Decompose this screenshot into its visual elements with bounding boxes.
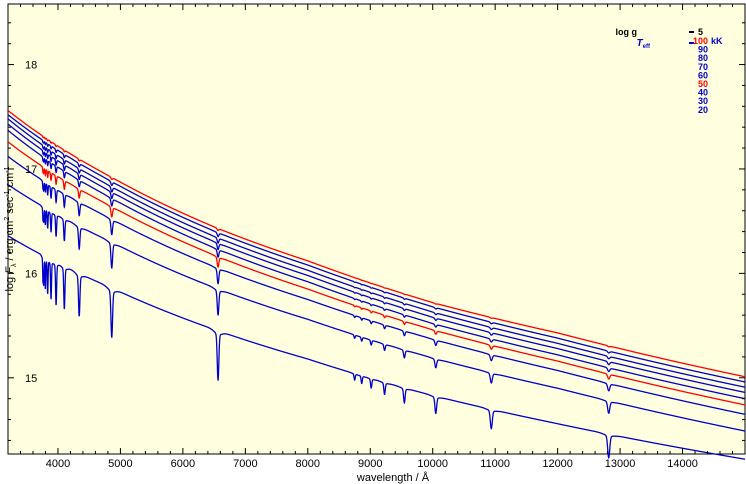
x-axis-title: wavelength / Å	[356, 471, 430, 484]
y-axis-title: log Fλ / erg cm2 sec-1 cm-1	[4, 166, 18, 291]
x-tick-label: 14000	[667, 458, 698, 470]
x-tick-label: 6000	[171, 458, 195, 470]
legend-teff-label: Teff	[637, 38, 651, 50]
plot-background	[7, 3, 746, 455]
spectrum-30kK	[7, 184, 746, 432]
legend-entry-80: 80	[698, 53, 708, 63]
legend-entry-30: 30	[698, 96, 708, 106]
x-tick-label: 12000	[542, 458, 573, 470]
y-tick-label: 15	[25, 373, 37, 385]
legend-unit: kK	[711, 36, 723, 46]
y-tick-label: 18	[25, 60, 37, 72]
legend-entry-20: 20	[698, 105, 708, 115]
x-tick-label: 4000	[46, 458, 70, 470]
x-tick-label: 8000	[296, 458, 320, 470]
x-tick-label: 5000	[108, 458, 132, 470]
y-tick-label: 16	[25, 268, 37, 280]
spectrum-70kK	[7, 123, 746, 394]
legend-entry-100: 100	[693, 36, 708, 46]
legend-entry-90: 90	[698, 45, 708, 55]
spectrum-80kK	[7, 118, 746, 388]
y-axis: 15 16 17 18	[8, 22, 745, 441]
x-tick-label: 7000	[233, 458, 257, 470]
legend-logg-value: 5	[698, 27, 703, 37]
spectrum-100kK	[7, 110, 746, 378]
y-tick-label: 17	[25, 164, 37, 176]
legend-entry-60: 60	[698, 70, 708, 80]
spectra-group	[7, 110, 746, 460]
spectrum-60kK	[7, 129, 746, 400]
x-tick-label: 10000	[417, 458, 448, 470]
spectrum-50kK	[7, 141, 746, 406]
x-tick-label: 13000	[605, 458, 636, 470]
spectrum-90kK	[7, 114, 746, 383]
legend-logg-label: log g	[616, 27, 638, 37]
spectrum-20kK	[7, 235, 746, 460]
legend-entry-40: 40	[698, 88, 708, 98]
x-axis: 4000 5000 6000 7000 8000 9000 10000 11000 12000 1…	[7, 4, 734, 470]
spectrum-40kK	[7, 155, 746, 415]
legend-entry-50: 50	[698, 79, 708, 89]
legend-entry-70: 70	[698, 62, 708, 72]
x-tick-label: 11000	[480, 458, 510, 470]
x-tick-label: 9000	[358, 458, 382, 470]
